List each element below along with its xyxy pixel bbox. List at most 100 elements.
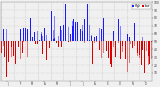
Bar <box>60 38 61 41</box>
Bar <box>25 36 26 41</box>
Bar <box>117 26 118 41</box>
Bar <box>129 41 130 63</box>
Bar <box>6 41 7 77</box>
Bar <box>75 22 76 41</box>
Bar <box>113 41 114 47</box>
Bar <box>111 41 112 48</box>
Bar <box>70 34 71 41</box>
Bar <box>142 37 143 41</box>
Bar <box>51 11 52 41</box>
Bar <box>48 33 49 41</box>
Bar <box>75 39 76 41</box>
Bar <box>65 25 66 41</box>
Bar <box>47 29 48 41</box>
Bar <box>13 41 14 52</box>
Bar <box>49 41 50 48</box>
Bar <box>8 41 9 54</box>
Bar <box>151 41 152 42</box>
Bar <box>89 25 90 41</box>
Bar <box>135 41 136 70</box>
Bar <box>151 41 152 59</box>
Bar <box>125 41 126 59</box>
Bar <box>44 36 45 41</box>
Bar <box>122 41 123 52</box>
Bar <box>132 41 133 48</box>
Bar <box>18 41 19 46</box>
Bar <box>36 23 37 41</box>
Bar <box>149 41 150 51</box>
Bar <box>146 41 147 51</box>
Bar <box>141 41 142 48</box>
Bar <box>120 41 121 59</box>
Bar <box>36 27 37 41</box>
Bar <box>30 17 31 41</box>
Bar <box>61 41 62 47</box>
Bar <box>120 26 121 41</box>
Bar <box>23 28 24 41</box>
Bar <box>77 22 78 41</box>
Bar <box>24 41 25 44</box>
Bar <box>56 41 57 43</box>
Bar <box>41 32 42 41</box>
Bar <box>139 41 140 55</box>
Bar <box>72 26 73 41</box>
Bar <box>54 16 55 41</box>
Bar <box>117 41 118 49</box>
Bar <box>149 41 150 64</box>
Bar <box>20 41 21 59</box>
Bar <box>32 37 33 41</box>
Bar <box>139 41 140 58</box>
Bar <box>124 41 125 58</box>
Bar <box>66 24 67 41</box>
Bar <box>54 38 55 41</box>
Bar <box>82 25 83 41</box>
Bar <box>132 41 133 48</box>
Bar <box>29 41 30 49</box>
Bar <box>147 41 148 53</box>
Bar <box>11 41 12 47</box>
Bar <box>148 41 149 56</box>
Bar <box>147 41 148 53</box>
Bar <box>111 41 112 67</box>
Bar <box>136 41 137 44</box>
Bar <box>56 41 57 43</box>
Bar <box>39 40 40 41</box>
Bar <box>58 36 59 41</box>
Bar <box>113 31 114 41</box>
Bar <box>108 41 109 50</box>
Bar <box>37 31 38 41</box>
Bar <box>44 27 45 41</box>
Bar <box>37 41 38 44</box>
Bar <box>142 41 143 50</box>
Bar <box>18 41 19 47</box>
Bar <box>77 31 78 41</box>
Bar <box>63 25 64 41</box>
Bar <box>30 24 31 41</box>
Bar <box>94 37 95 41</box>
Bar <box>71 30 72 41</box>
Bar <box>87 27 88 41</box>
Bar <box>89 40 90 41</box>
Bar <box>122 41 123 46</box>
Bar <box>11 41 12 57</box>
Bar <box>112 26 113 41</box>
Bar <box>1 41 2 53</box>
Bar <box>101 41 102 58</box>
Bar <box>118 19 119 41</box>
Bar <box>130 41 131 44</box>
Bar <box>96 41 97 42</box>
Bar <box>99 28 100 41</box>
Bar <box>13 41 14 56</box>
Bar <box>123 41 124 56</box>
Bar <box>125 41 126 54</box>
Bar <box>127 34 128 41</box>
Bar <box>135 41 136 57</box>
Bar <box>46 35 47 41</box>
Bar <box>42 41 43 54</box>
Bar <box>6 29 7 41</box>
Bar <box>24 41 25 46</box>
Bar <box>112 41 113 62</box>
Bar <box>127 41 128 72</box>
Bar <box>20 29 21 41</box>
Bar <box>144 41 145 73</box>
